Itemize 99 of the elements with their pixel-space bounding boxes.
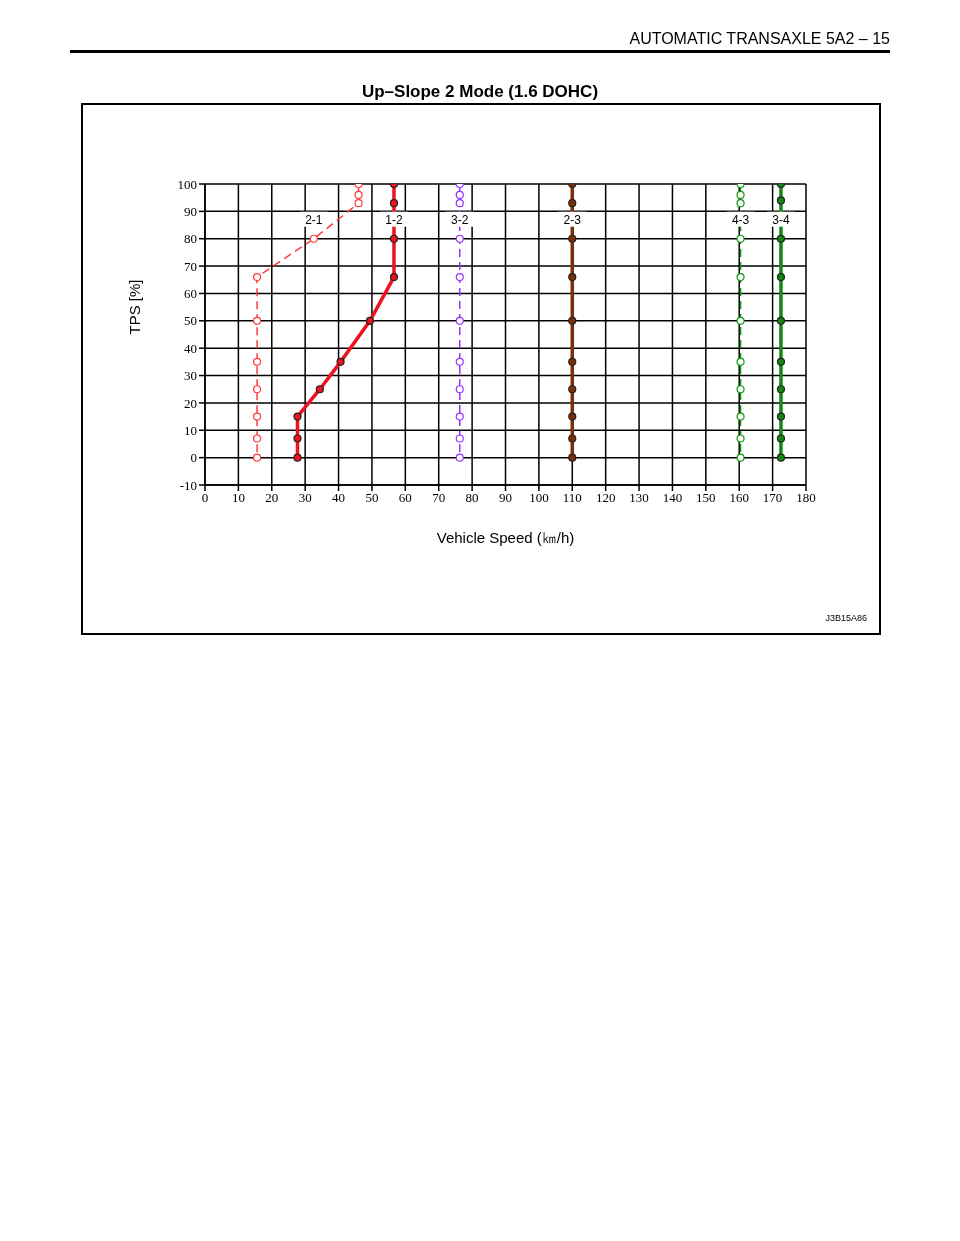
point: [736, 412, 745, 421]
x-tick-label: 10: [231, 490, 245, 506]
point: [252, 316, 262, 325]
y-tick-label: 50: [184, 313, 197, 329]
point: [776, 434, 786, 443]
y-tick-label: 10: [184, 422, 197, 438]
point: [736, 357, 745, 366]
x-tick-label: 90: [499, 490, 512, 506]
point: [455, 316, 464, 325]
point: [389, 199, 399, 208]
point: [455, 199, 464, 208]
point: [736, 385, 745, 394]
point: [293, 453, 302, 462]
point: [455, 385, 464, 394]
point: [776, 357, 786, 366]
point: [776, 234, 786, 243]
y-tick-label: 60: [184, 286, 197, 302]
y-tick-label: -10: [179, 477, 197, 493]
point: [776, 272, 786, 282]
point: [776, 196, 786, 205]
point: [568, 316, 577, 325]
point: [736, 316, 745, 325]
point: [568, 199, 577, 208]
y-tick-label: 100: [177, 176, 197, 192]
y-tick-label: 30: [184, 368, 197, 384]
x-tick-label: 0: [201, 490, 209, 506]
point: [354, 190, 363, 200]
point: [455, 357, 464, 366]
series-label: 3-2: [451, 212, 469, 227]
point: [365, 316, 375, 325]
point: [568, 412, 577, 421]
point: [336, 357, 345, 366]
x-tick-label: 40: [332, 490, 346, 506]
text: AUTOMATIC TRANSAXLE 5A2 – 15: [70, 30, 890, 53]
point: [455, 234, 464, 243]
point: [736, 272, 745, 282]
x-tick-label: 30: [298, 490, 312, 506]
y-tick-label: 20: [184, 395, 197, 411]
x-tick-label: 110: [562, 490, 582, 506]
point: [315, 385, 324, 394]
point: [776, 412, 786, 421]
point: [736, 190, 745, 200]
series-label: 2-1: [305, 212, 323, 227]
point: [455, 190, 464, 200]
point: [568, 453, 577, 462]
point: [252, 412, 262, 421]
x-tick-label: 80: [465, 490, 479, 506]
y-tick-label: 0: [190, 450, 197, 466]
x-tick-label: 50: [365, 490, 379, 506]
point: [252, 272, 262, 282]
x-axis-title: Vehicle Speed (㎞/h): [436, 529, 575, 546]
point: [252, 434, 262, 443]
y-tick-label: 80: [184, 231, 197, 247]
point: [736, 434, 745, 443]
point: [389, 234, 399, 243]
point: [568, 385, 577, 394]
point: [455, 453, 464, 462]
x-tick-label: 100: [529, 490, 549, 506]
point: [776, 453, 786, 462]
x-tick-label: 130: [629, 490, 649, 506]
point: [309, 234, 318, 243]
point: [293, 412, 302, 421]
x-tick-label: 160: [729, 490, 749, 506]
point: [736, 234, 745, 243]
point: [252, 453, 262, 462]
point: [736, 199, 745, 208]
point: [776, 385, 786, 394]
point: [455, 434, 464, 443]
point: [736, 453, 745, 462]
x-tick-label: 170: [762, 490, 783, 506]
point: [252, 385, 262, 394]
y-tick-label: 40: [184, 340, 197, 356]
point: [455, 272, 464, 282]
point: [568, 357, 577, 366]
series-label: 1-2: [385, 212, 403, 227]
series-label: 4-3: [731, 212, 750, 227]
series-label: 3-4: [772, 212, 790, 227]
x-tick-label: 150: [696, 490, 716, 506]
y-axis-title: TPS [%]: [126, 279, 144, 335]
text: J3B15A86: [825, 613, 867, 623]
point: [455, 412, 464, 421]
point: [776, 316, 786, 325]
point: [293, 434, 302, 443]
point: [568, 272, 577, 282]
point: [389, 272, 399, 282]
point: [568, 434, 577, 443]
point: [354, 199, 363, 208]
point: [568, 234, 577, 243]
x-tick-label: 120: [595, 490, 616, 506]
x-tick-label: 20: [265, 490, 279, 506]
x-tick-label: 70: [432, 490, 446, 506]
x-tick-label: 60: [398, 490, 412, 506]
chart-title: Up–Slope 2 Mode (1.6 DOHC): [360, 82, 600, 102]
y-tick-label: 90: [184, 203, 197, 219]
point: [252, 357, 262, 366]
x-tick-label: 140: [662, 490, 683, 506]
x-tick-label: 180: [796, 490, 816, 506]
series-label: 2-3: [563, 212, 582, 227]
y-tick-label: 70: [184, 258, 197, 274]
